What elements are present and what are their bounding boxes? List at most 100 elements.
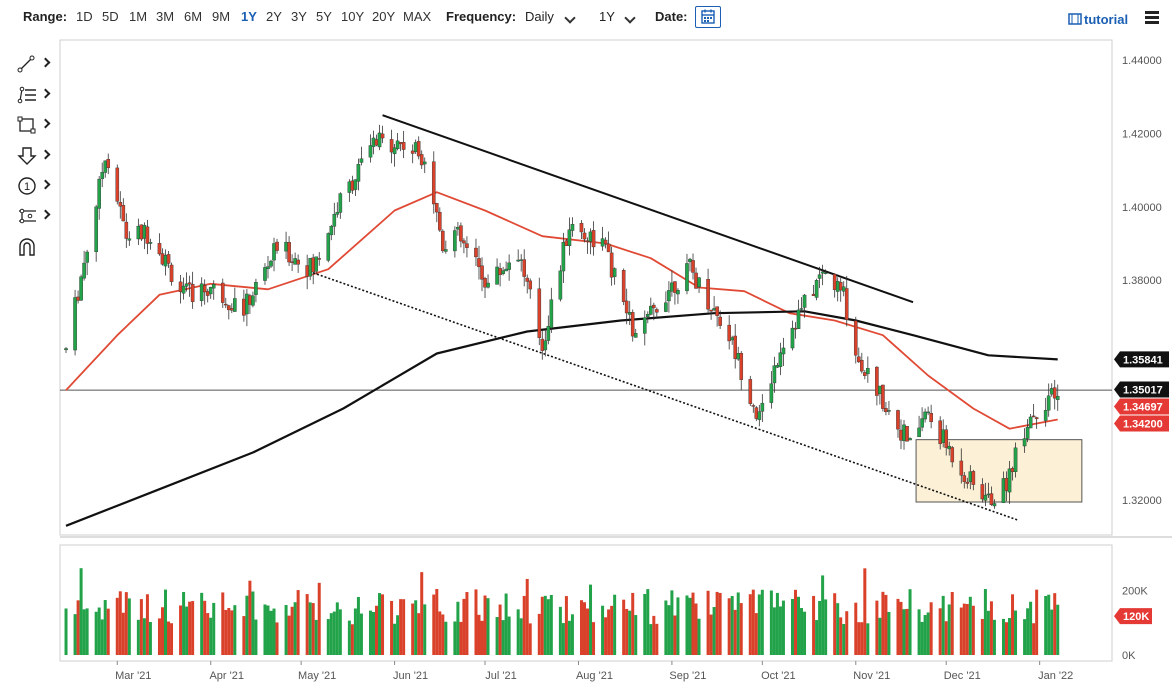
volume-bar (558, 606, 562, 655)
volume-bar (1056, 604, 1060, 655)
measure-tool-button[interactable] (14, 204, 54, 228)
trendlines[interactable] (312, 114, 1019, 522)
volume-bar (76, 600, 80, 655)
candle-body (444, 249, 448, 252)
candle-body (233, 298, 237, 312)
candle (79, 274, 83, 301)
volume-bar (839, 617, 843, 655)
candle (989, 486, 994, 506)
candle (438, 207, 442, 233)
candle (335, 202, 340, 218)
candle-body (139, 224, 144, 240)
volume-bar (308, 602, 312, 655)
hamburger-menu-icon[interactable] (1145, 11, 1159, 24)
chart-frame (59, 39, 1172, 662)
x-tick-label: Apr '21 (209, 670, 244, 682)
candle-body (691, 260, 695, 273)
candle (1055, 384, 1060, 411)
volume-badge-label: 120K (1123, 611, 1149, 623)
volume-bar (842, 624, 846, 655)
candle-body (736, 353, 741, 360)
candle-body (1013, 447, 1018, 472)
volume-bar (417, 613, 421, 655)
volume-bar (507, 616, 511, 655)
candle (347, 179, 352, 202)
candle-body (401, 142, 406, 150)
range-6m-button[interactable]: 6M (184, 9, 203, 24)
volume-bar (748, 594, 752, 655)
candle-body (1034, 417, 1039, 420)
range-max-button[interactable]: MAX (403, 9, 432, 24)
candle-body (474, 247, 478, 258)
candle (329, 224, 334, 241)
candle (624, 288, 629, 325)
candle (899, 419, 903, 450)
range-3m-button[interactable]: 3M (156, 9, 175, 24)
candle (434, 202, 439, 223)
frequency-select[interactable]: Daily (525, 9, 554, 24)
candle (685, 253, 689, 295)
range-20y-button[interactable]: 20Y (372, 9, 396, 24)
volume-bar (465, 592, 469, 655)
candle (621, 268, 626, 306)
volume-bar (103, 600, 107, 655)
volume-bar (980, 618, 984, 655)
candle (944, 425, 949, 456)
volume-bar (230, 610, 234, 655)
range-2y-button[interactable]: 2Y (266, 9, 282, 24)
candle-body (709, 309, 713, 312)
range-3y-button[interactable]: 3Y (291, 9, 307, 24)
volume-bar (82, 609, 86, 655)
range-5d-button[interactable]: 5D (102, 9, 119, 24)
candle (712, 296, 716, 312)
line-tool-button[interactable] (14, 52, 54, 76)
volume-bar (245, 595, 249, 655)
price-badge: 1.34697 (1114, 398, 1169, 415)
candle (97, 176, 101, 220)
candle (697, 276, 701, 293)
magnet-tool-button[interactable] (14, 235, 54, 259)
candle-body (832, 273, 837, 291)
range-5y-button[interactable]: 5Y (316, 9, 332, 24)
period-select[interactable]: 1Y (599, 9, 615, 24)
candle (353, 179, 358, 196)
candle-body (633, 333, 638, 338)
candle-body (377, 132, 382, 148)
candle-body (1052, 387, 1057, 399)
range-1y-button[interactable]: 1Y (241, 9, 257, 24)
candle-body (769, 383, 774, 403)
candle-body (902, 424, 906, 442)
fib-tool-button[interactable] (14, 83, 54, 107)
candle (606, 231, 611, 253)
annotation-tool-button[interactable]: 1 (14, 174, 54, 198)
date-picker-button[interactable] (695, 6, 721, 28)
candle (832, 273, 837, 298)
range-1d-button[interactable]: 1D (76, 9, 93, 24)
measure-tool-icon (19, 208, 36, 224)
volume-bar (667, 605, 671, 655)
candle-body (627, 312, 632, 315)
range-10y-button[interactable]: 10Y (341, 9, 365, 24)
rectangle-tool-button[interactable] (14, 113, 54, 137)
volume-bar (715, 591, 719, 655)
range-1m-button[interactable]: 1M (129, 9, 148, 24)
volume-bar (170, 623, 174, 655)
arrow-tool-button[interactable] (14, 144, 54, 168)
volume-bar (986, 610, 990, 655)
x-tick-label: Jun '21 (393, 670, 428, 682)
volume-bar (601, 605, 605, 655)
range-9m-button[interactable]: 9M (212, 9, 231, 24)
volume-bar (191, 601, 195, 655)
candle (802, 293, 807, 318)
candle-body (950, 447, 955, 463)
volume-bar (353, 608, 357, 655)
candle-body (718, 316, 722, 326)
volume-bar (971, 605, 975, 655)
volume-bar (474, 589, 478, 655)
volume-bar (423, 604, 427, 655)
candle-body (579, 223, 584, 233)
y-tick-label: 1.38000 (1122, 275, 1162, 287)
candle (896, 409, 900, 438)
candle-body (757, 411, 762, 420)
